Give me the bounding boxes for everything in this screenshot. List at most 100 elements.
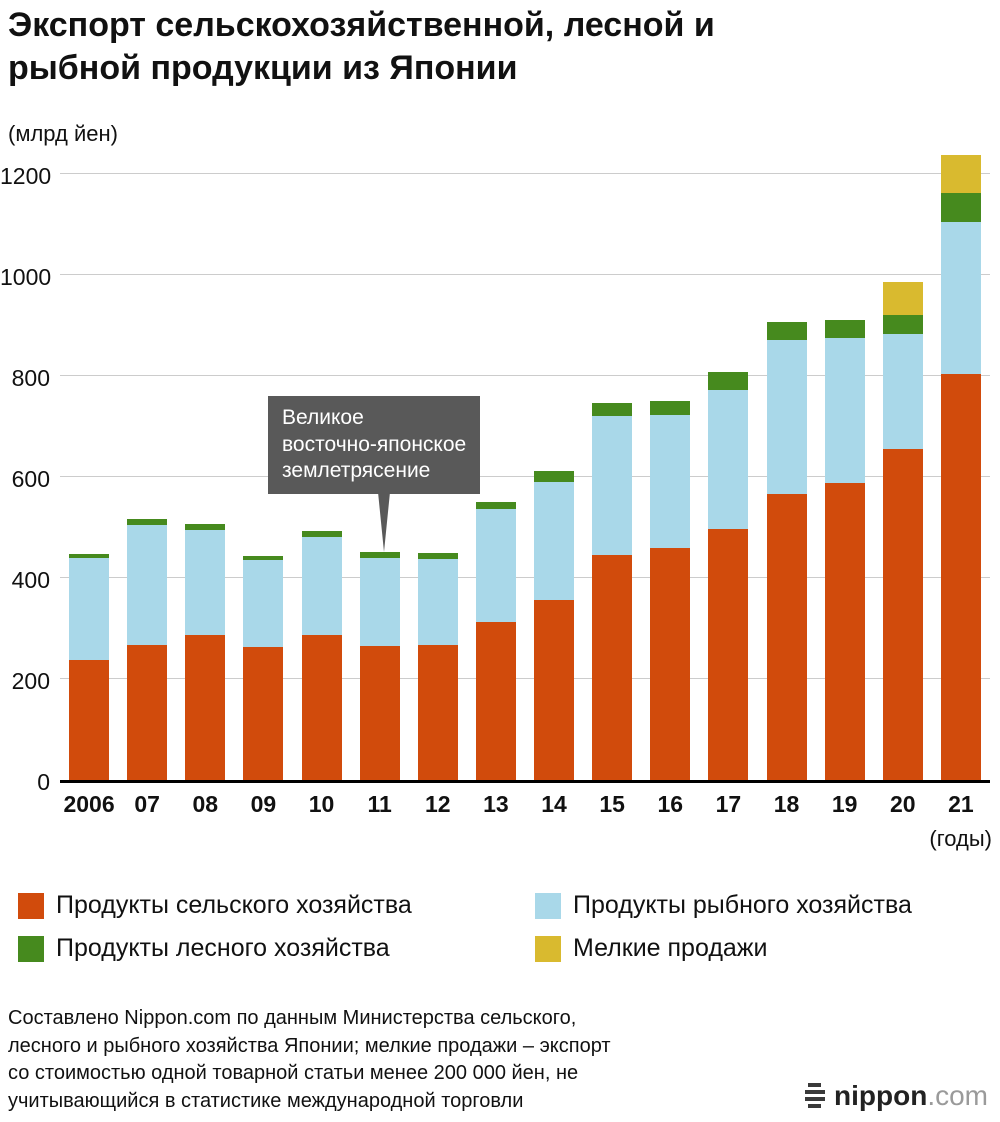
bar-segment xyxy=(301,536,342,636)
legend-swatch xyxy=(18,935,44,962)
bar-segment xyxy=(882,314,923,334)
bar-10 xyxy=(293,157,351,780)
y-tick-label: 1000 xyxy=(0,264,52,291)
y-tick-label: 600 xyxy=(11,466,50,493)
plot-area xyxy=(60,154,990,783)
y-tick-label: 200 xyxy=(11,668,50,695)
x-tick-label: 14 xyxy=(541,791,567,817)
bar-segment xyxy=(766,494,807,780)
x-tick-label: 10 xyxy=(308,791,335,817)
bar-segment xyxy=(940,192,981,222)
bar-segment xyxy=(882,333,923,449)
x-tick-label: 09 xyxy=(250,791,277,817)
gridline-800 xyxy=(60,375,990,377)
x-axis-labels: 2006 07 08 09 10 11 12 13 14 15 16 17 18 19 20 21 xyxy=(60,791,990,818)
bar-18 xyxy=(758,157,816,780)
stacked-bar xyxy=(824,319,865,780)
x-tick-label: 19 xyxy=(831,791,858,817)
legend-item: Продукты рыбного хозяйства xyxy=(535,891,988,920)
stacked-bar xyxy=(475,501,516,780)
bar-segment xyxy=(534,481,575,600)
bar-08 xyxy=(176,157,234,780)
bar-segment xyxy=(185,523,226,530)
x-tick-label: 16 xyxy=(657,791,684,817)
gridline-400 xyxy=(60,577,990,579)
chart-title: Экспорт сельскохозяйственной, лесной и р… xyxy=(8,6,715,88)
bar-segment xyxy=(708,372,749,391)
bar-segment xyxy=(359,646,400,780)
x-tick-label: 2006 xyxy=(63,791,115,817)
bar-09 xyxy=(234,157,292,780)
bar-19 xyxy=(816,157,874,780)
bar-segment xyxy=(708,390,749,530)
bar-segment xyxy=(243,560,284,647)
y-tick-label: 1200 xyxy=(0,163,52,190)
logo-wordmark: nippon.com xyxy=(834,1080,988,1112)
legend-label: Продукты лесного хозяйства xyxy=(56,934,390,962)
earthquake-annotation: Великое восточно-японское землетрясение xyxy=(268,396,481,494)
bar-segment xyxy=(824,338,865,484)
bar-segment xyxy=(359,551,400,558)
x-tick-label: 07 xyxy=(134,791,160,817)
bar-2006 xyxy=(60,157,118,780)
x-tick-label: 11 xyxy=(367,791,392,817)
y-tick-label: 800 xyxy=(11,365,50,392)
x-tick-label: 17 xyxy=(715,791,742,817)
bar-segment xyxy=(882,448,923,780)
bar-segment xyxy=(592,555,633,780)
bar-segment xyxy=(185,634,226,780)
bar-segment xyxy=(534,599,575,780)
bar-segment xyxy=(650,415,691,549)
bar-segment xyxy=(69,553,110,559)
bar-17 xyxy=(699,157,757,780)
legend-item: Продукты сельского хозяйства xyxy=(18,891,535,920)
x-tick-label: 18 xyxy=(773,791,800,817)
bar-segment xyxy=(243,555,284,561)
stacked-bar xyxy=(940,154,981,780)
x-axis-unit-label: (годы) xyxy=(929,826,992,851)
x-tick-label: 12 xyxy=(425,791,451,817)
bar-segment xyxy=(417,558,458,645)
bar-segment xyxy=(301,635,342,780)
bar-14 xyxy=(525,157,583,780)
bar-13 xyxy=(467,157,525,780)
bar-segment xyxy=(824,319,865,339)
x-tick-label: 13 xyxy=(483,791,509,817)
bar-segment xyxy=(824,483,865,780)
bar-segment xyxy=(127,645,168,780)
bar-segment xyxy=(534,471,575,482)
nippon-logo-icon xyxy=(805,1083,826,1108)
bar-21 xyxy=(932,154,990,780)
x-tick-label: 21 xyxy=(948,791,974,817)
y-axis-unit-label: (млрд йен) xyxy=(8,121,118,146)
gridline-1200 xyxy=(60,173,990,175)
bar-11 xyxy=(351,157,409,780)
bar-segment xyxy=(650,548,691,780)
nippon-logo: nippon.com xyxy=(804,1080,988,1112)
logo-brand-suffix: .com xyxy=(927,1080,988,1111)
legend-label: Продукты сельского хозяйства xyxy=(56,891,412,919)
bar-segment xyxy=(475,509,516,622)
x-tick-label: 20 xyxy=(890,791,916,817)
bar-segment xyxy=(69,659,110,780)
legend-swatch xyxy=(535,935,561,962)
bar-segment xyxy=(301,531,342,537)
stacked-bar xyxy=(708,372,749,780)
stacked-bar xyxy=(69,553,110,780)
bar-segment xyxy=(243,646,284,780)
stacked-bar xyxy=(301,531,342,780)
bars xyxy=(60,154,990,780)
bar-segment xyxy=(127,518,168,526)
legend-label: Мелкие продажи xyxy=(573,934,768,962)
logo-brand: nippon xyxy=(834,1080,928,1111)
y-tick-label: 0 xyxy=(37,769,50,795)
stacked-bar xyxy=(359,551,400,780)
bar-segment xyxy=(940,154,981,193)
legend-swatch xyxy=(535,892,561,919)
bar-segment xyxy=(127,525,168,646)
stacked-bar xyxy=(417,552,458,780)
x-tick-label: 08 xyxy=(192,791,219,817)
gridlines xyxy=(60,157,990,780)
stacked-bar xyxy=(592,402,633,780)
